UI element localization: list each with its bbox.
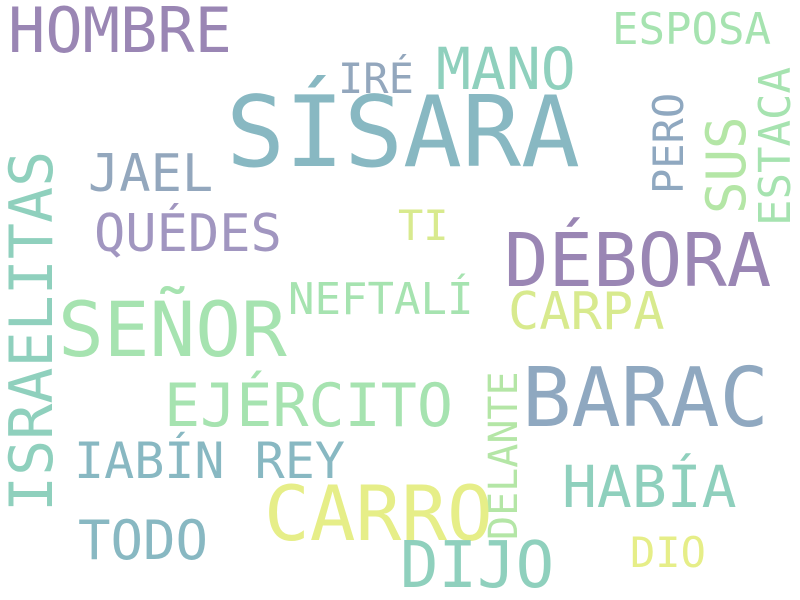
word-sisara: SÍSARA [226, 76, 581, 190]
word-debora: DÉBORA [504, 218, 772, 304]
word-neftali: NEFTALÍ [288, 274, 474, 325]
word-mano: MANO [436, 35, 576, 103]
word-dijo: DIJO [400, 529, 555, 600]
word-carpa: CARPA [508, 282, 665, 342]
word-ejercito: EJÉRCITO [164, 371, 453, 441]
word-todo: TODO [78, 509, 209, 572]
word-ire: IRÉ [338, 54, 414, 103]
word-israelitas: ISRAELITAS [0, 150, 67, 512]
word-carro: CARRO [264, 469, 493, 558]
word-quedes: QUÉDES [94, 204, 282, 264]
word-jael: JAEL [88, 144, 214, 204]
word-iabin-rey: IABÍN REY [74, 432, 345, 490]
word-estaca: ESTACA [750, 67, 800, 226]
word-dio: DIO [630, 528, 706, 577]
word-sus: SUS [695, 116, 758, 214]
word-habia: HABÍA [562, 453, 737, 521]
word-senor: SEÑOR [58, 285, 287, 374]
word-hombre: HOMBRE [8, 0, 232, 67]
word-ti: TI [398, 201, 449, 250]
word-esposa: ESPOSA [612, 4, 771, 55]
word-pero: PERO [644, 92, 693, 194]
word-barac: BARAC [522, 351, 769, 446]
